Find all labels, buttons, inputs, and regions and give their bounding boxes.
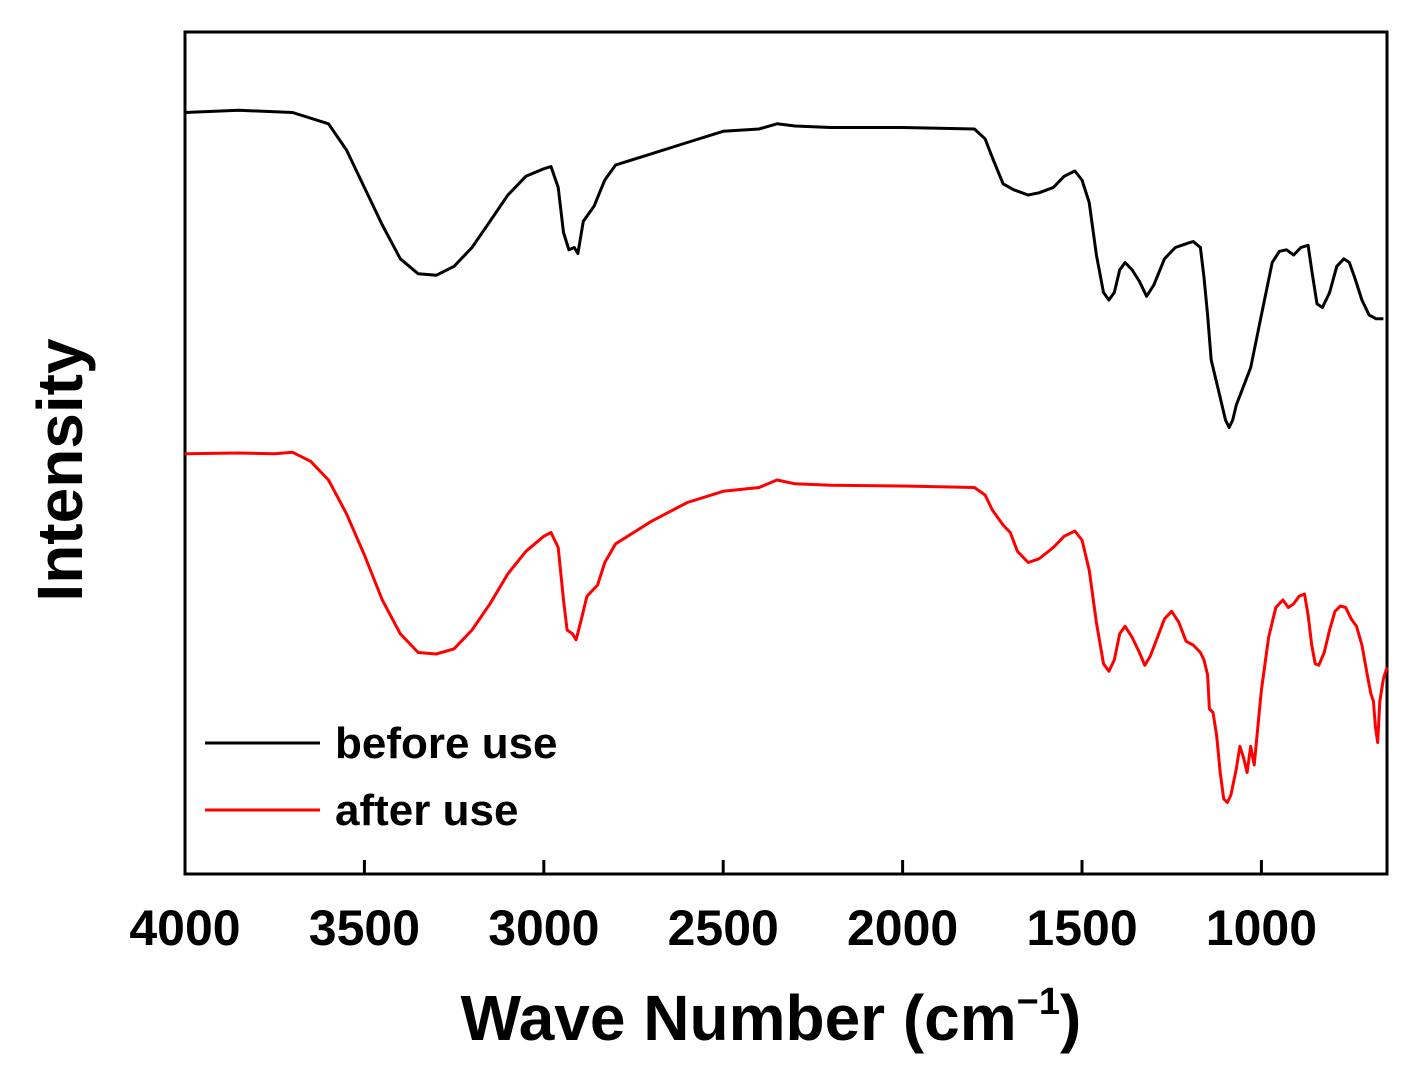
x-axis-label-main: Wave Number (cm — [461, 982, 1017, 1054]
y-axis-label: Intensity — [24, 338, 96, 602]
x-tick-label-4000: 4000 — [129, 900, 240, 956]
x-tick-label-1500: 1500 — [1026, 900, 1137, 956]
x-axis-label: Wave Number (cm−1) — [461, 981, 1082, 1054]
legend-label-before-use: before use — [335, 719, 558, 768]
series-line-after-use — [184, 450, 1389, 804]
x-axis-label-superscript: −1 — [1017, 981, 1060, 1023]
x-tick-label-1000: 1000 — [1206, 900, 1317, 956]
x-axis: 4000 3500 3000 2500 2000 1500 1000 — [129, 860, 1317, 956]
legend: before use after use — [205, 719, 558, 835]
series-line-before-use — [184, 108, 1384, 429]
legend-label-after-use: after use — [335, 786, 518, 835]
x-tick-label-3500: 3500 — [309, 900, 420, 956]
x-tick-label-2000: 2000 — [847, 900, 958, 956]
x-tick-label-3000: 3000 — [488, 900, 599, 956]
x-axis-label-close: ) — [1060, 982, 1081, 1054]
series-layer — [184, 108, 1389, 804]
x-tick-label-2500: 2500 — [668, 900, 779, 956]
